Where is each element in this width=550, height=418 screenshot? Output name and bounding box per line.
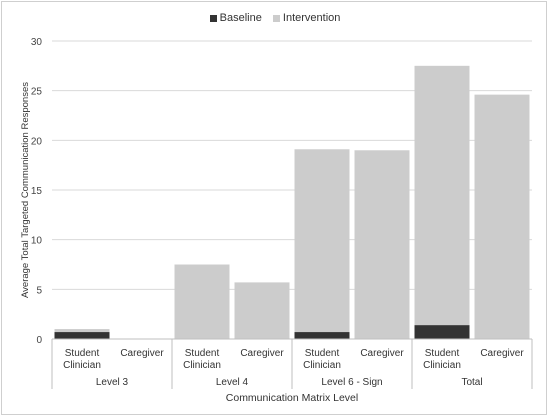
group-label: Level 4 [216,377,249,388]
bar-intervention-5 [354,150,410,339]
legend-item-intervention: Intervention [272,12,341,24]
category-label: Caregiver [240,348,284,359]
legend: Baseline Intervention [0,12,550,25]
y-axis-label: Average Total Targeted Communication Res… [20,82,31,298]
bar-intervention-6 [414,65,470,326]
x-axis-label: Communication Matrix Level [226,392,358,404]
bar-baseline-0 [54,332,110,339]
category-label: Student [305,348,340,359]
bar-intervention-7 [474,94,530,339]
y-tick-label: 5 [36,285,42,296]
category-label: Student [65,348,100,359]
bar-intervention-2 [174,264,230,339]
category-label: Student [185,348,220,359]
legend-swatch-intervention [272,14,280,22]
category-label: Student [425,348,460,359]
legend-label-intervention: Intervention [282,12,341,24]
bar-intervention-0 [54,329,110,333]
group-label: Total [461,377,482,388]
y-tick-label: 30 [31,37,43,48]
bar-intervention-4 [294,149,350,333]
bar-baseline-6 [414,325,470,339]
category-label: Caregiver [360,348,404,359]
category-label: Clinician [423,360,461,371]
category-label: Caregiver [120,348,164,359]
category-label: Caregiver [480,348,524,359]
y-tick-label: 25 [31,87,43,98]
group-label: Level 6 - Sign [321,377,382,388]
y-tick-label: 20 [31,136,43,147]
category-label: Clinician [63,360,101,371]
bar-baseline-4 [294,332,350,339]
bar-intervention-3 [234,282,290,339]
y-tick-label: 15 [31,186,43,197]
group-label: Level 3 [96,377,129,388]
category-label: Clinician [183,360,221,371]
y-tick-label: 10 [31,236,43,247]
y-tick-label: 0 [36,335,42,346]
legend-item-baseline: Baseline [209,12,262,24]
category-label: Clinician [303,360,341,371]
legend-label-baseline: Baseline [219,12,262,24]
legend-swatch-baseline [209,14,217,22]
